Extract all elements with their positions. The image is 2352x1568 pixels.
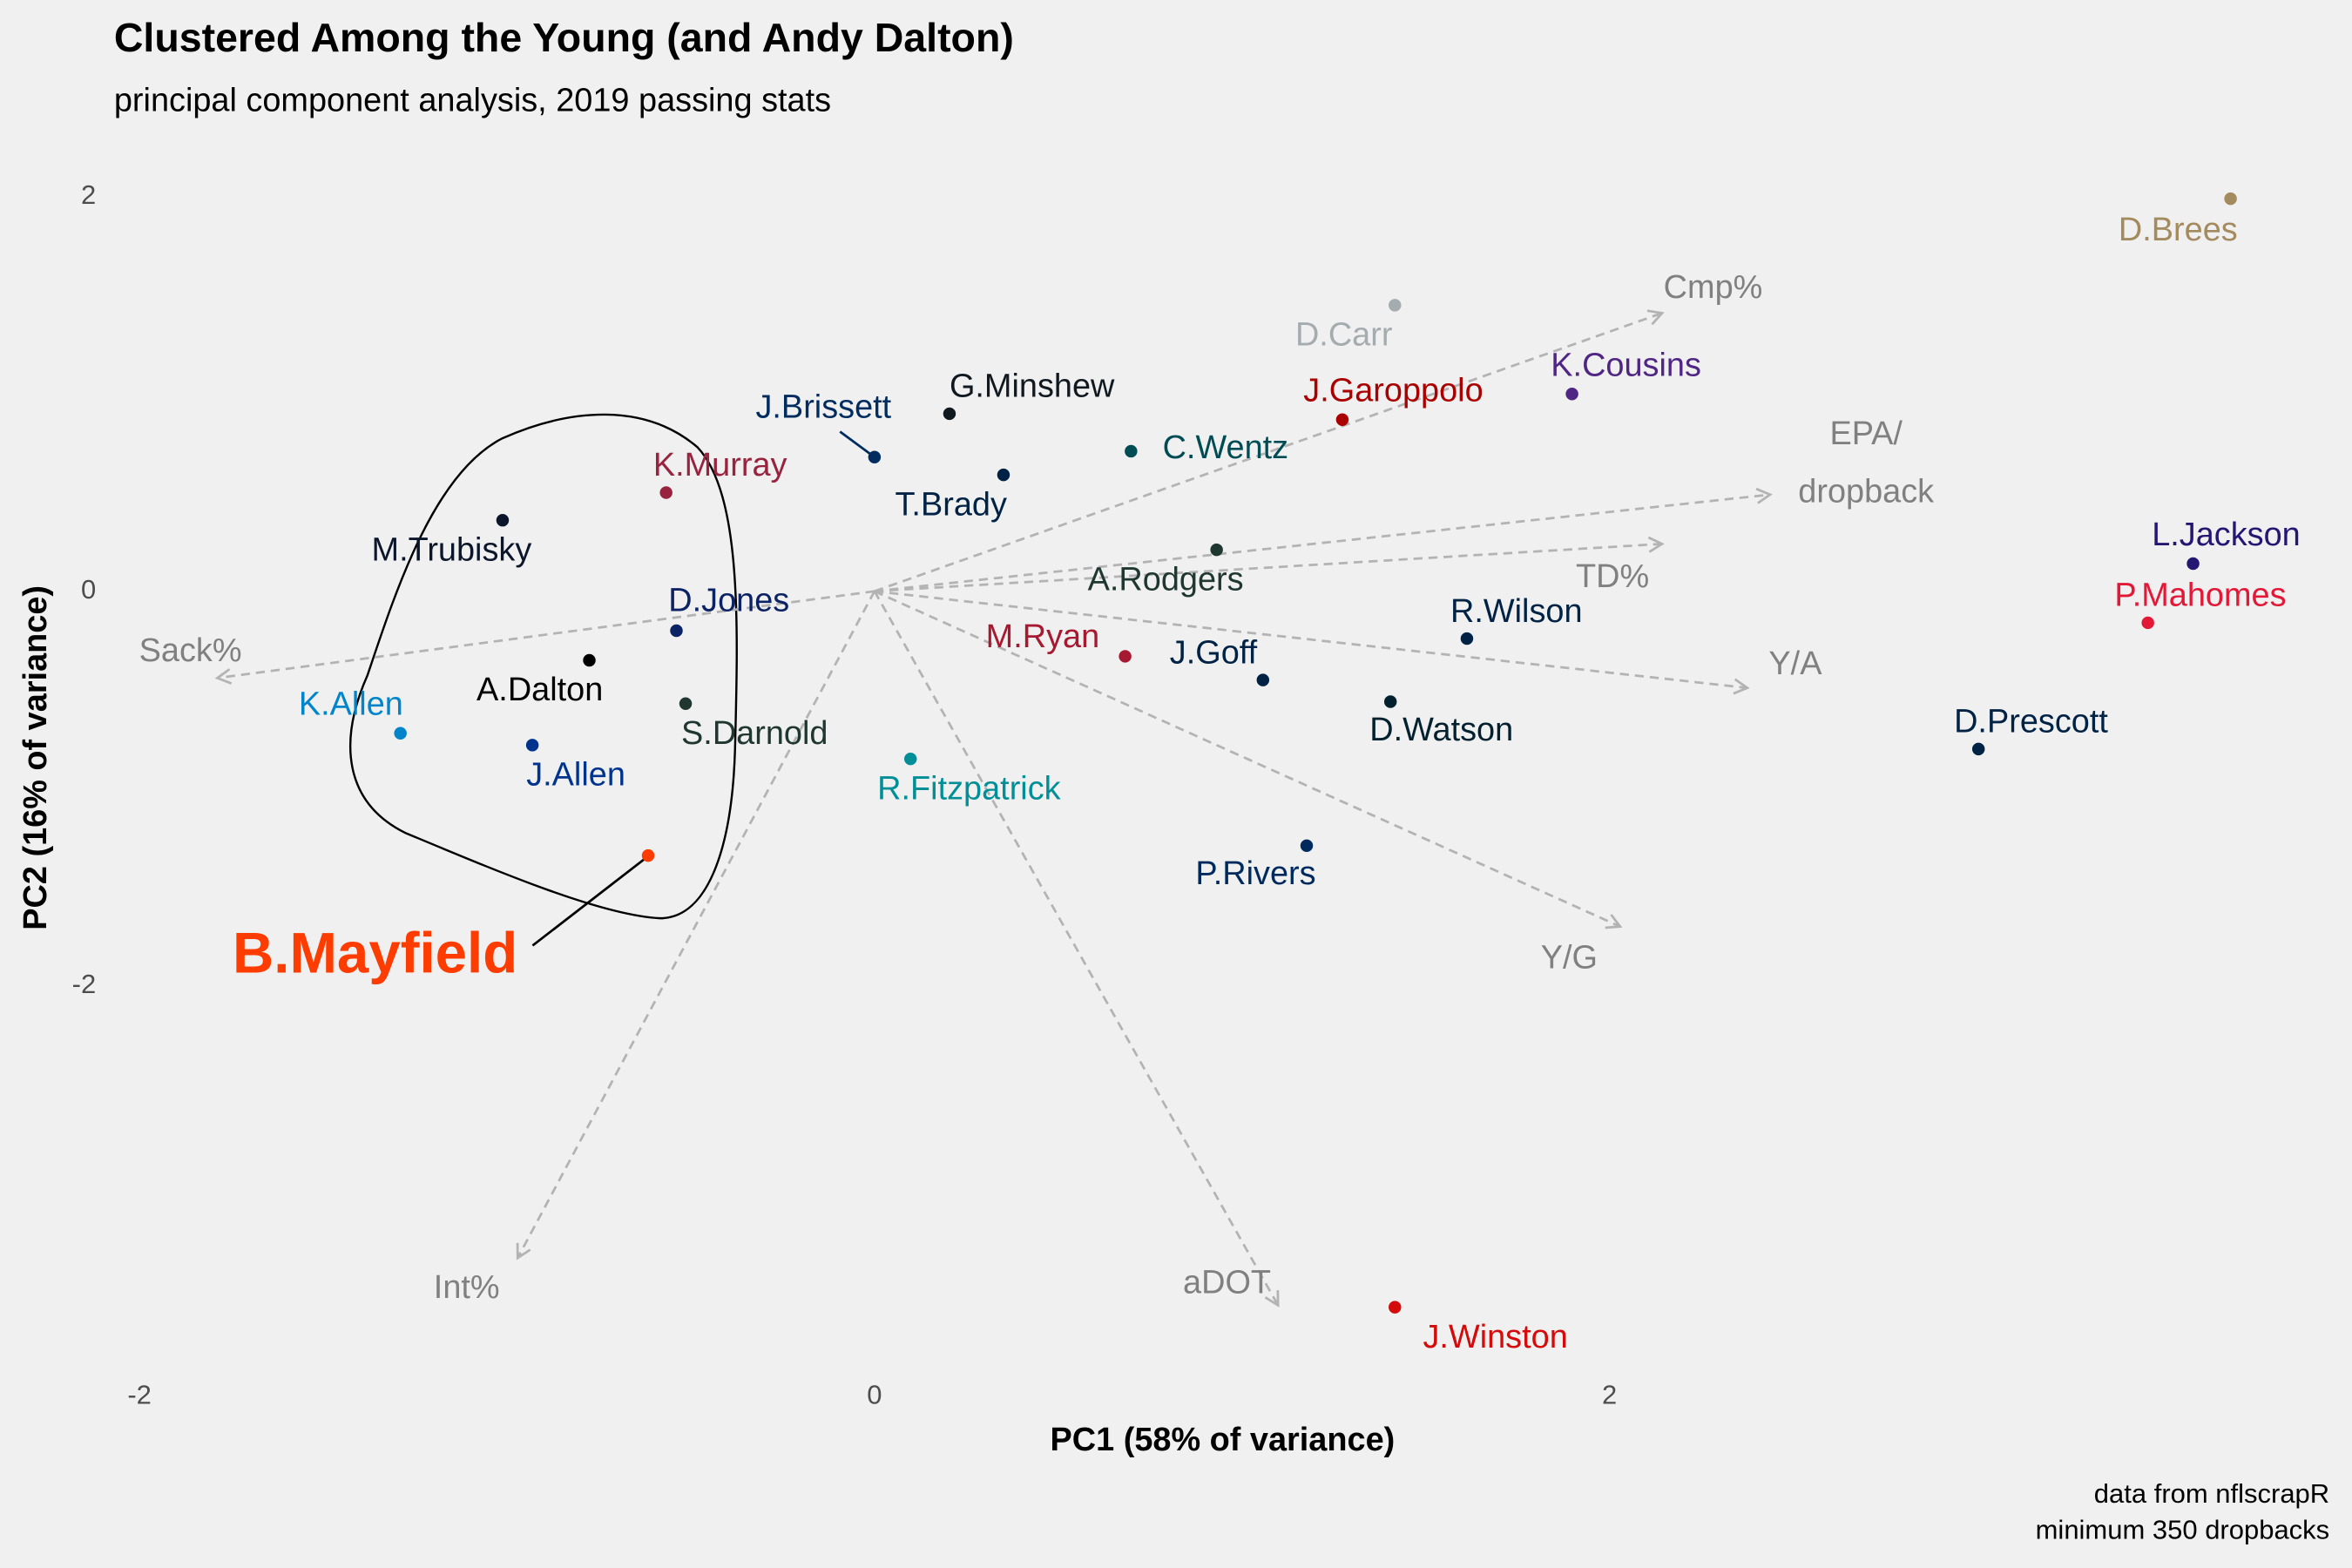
loading-label: Y/A: [1768, 645, 1822, 682]
loading-label: Sack%: [139, 632, 242, 669]
point-label: J.Winston: [1423, 1319, 1567, 1355]
chart-title: Clustered Among the Young (and Andy Dalt…: [114, 15, 1014, 60]
point-label: A.Dalton: [476, 672, 603, 708]
loading-arrow: [517, 591, 876, 1259]
loading-arrow: [874, 493, 1771, 593]
loading-label: TD%: [1576, 558, 1649, 595]
point: [1119, 650, 1132, 663]
point-label: P.Rivers: [1195, 855, 1315, 892]
point: [1125, 444, 1138, 458]
point-label: J.Goff: [1170, 634, 1258, 671]
y-tick-label: 2: [81, 179, 96, 210]
point-label: M.Ryan: [986, 618, 1100, 655]
point: [904, 752, 917, 766]
y-tick-label: 0: [81, 574, 96, 605]
point-label: M.Trubisky: [372, 531, 532, 568]
point-label: J.Allen: [526, 756, 625, 793]
arrow-head: [1264, 1290, 1280, 1308]
cluster-outline: [348, 413, 738, 920]
caption: minimum 350 dropbacks: [2036, 1515, 2330, 1545]
point: [2224, 192, 2237, 206]
loading-arrow: [873, 591, 1280, 1307]
point: [659, 486, 672, 499]
point-label: D.Carr: [1295, 317, 1393, 354]
point: [1389, 299, 1402, 312]
y-axis-label: PC2 (16% of variance): [17, 585, 54, 930]
loading-label: aDOT: [1183, 1264, 1271, 1301]
point: [525, 739, 539, 752]
point-label: G.Minshew: [950, 368, 1115, 405]
point: [1971, 742, 1985, 756]
loading-arrow: [874, 590, 1747, 690]
point: [1210, 543, 1223, 557]
loading-arrow: [874, 312, 1663, 593]
point: [1300, 839, 1314, 853]
chart-subtitle: principal component analysis, 2019 passi…: [114, 82, 831, 118]
point-label: R.Wilson: [1450, 593, 1583, 630]
point: [1335, 413, 1349, 426]
arrow-head: [214, 668, 233, 685]
point: [1383, 695, 1397, 708]
point-label: R.Fitzpatrick: [877, 770, 1061, 807]
point: [2141, 616, 2154, 630]
point-label: D.Prescott: [1954, 704, 2108, 740]
point-label: K.Murray: [653, 447, 787, 483]
point-label: D.Brees: [2119, 212, 2238, 248]
point: [496, 513, 510, 527]
y-tick-label: -2: [72, 969, 97, 999]
point: [583, 653, 596, 667]
x-axis-label: PC1 (58% of variance): [1051, 1422, 1396, 1458]
point: [394, 727, 407, 740]
point-label: J.Garoppolo: [1303, 373, 1483, 409]
arrow-head: [516, 1242, 531, 1260]
point: [2186, 557, 2200, 571]
loading-arrow: [874, 590, 1621, 928]
point-label: D.Jones: [668, 582, 789, 618]
loading-arrow: [874, 542, 1663, 593]
point: [641, 848, 655, 862]
point-label: P.Mahomes: [2114, 578, 2286, 614]
x-tick-label: 2: [1602, 1380, 1617, 1410]
point: [943, 407, 956, 421]
point-label: B.Mayfield: [233, 922, 517, 985]
point: [868, 450, 882, 463]
arrow-head: [1733, 678, 1750, 695]
arrow-head: [1647, 536, 1665, 553]
point-label: L.Jackson: [2152, 517, 2301, 553]
point-label: D.Watson: [1369, 712, 1513, 748]
loading-label: Cmp%: [1664, 269, 1763, 306]
x-tick-label: 0: [867, 1380, 882, 1410]
caption: data from nflscrapR: [2094, 1478, 2329, 1509]
point-label: A.Rodgers: [1088, 561, 1244, 598]
point: [1565, 388, 1578, 401]
point-label: K.Allen: [299, 686, 403, 723]
point: [1256, 673, 1270, 686]
leader-line: [531, 857, 646, 947]
arrow-head: [1646, 309, 1665, 326]
point: [679, 697, 693, 711]
loading-label: Y/G: [1541, 940, 1598, 977]
point: [997, 468, 1010, 482]
point: [1389, 1301, 1402, 1314]
point-label: S.Darnold: [681, 715, 828, 752]
point: [1460, 632, 1474, 645]
point-label: J.Brissett: [755, 389, 891, 426]
loading-label: Int%: [434, 1269, 500, 1306]
point-label: T.Brady: [895, 486, 1006, 523]
arrow-head: [1755, 487, 1773, 504]
x-tick-label: -2: [127, 1380, 152, 1410]
point-label: C.Wentz: [1163, 429, 1289, 466]
point-label: K.Cousins: [1551, 347, 1701, 383]
point: [670, 624, 683, 638]
loading-label: EPA/dropback: [1798, 416, 1934, 510]
loading-arrow: [217, 590, 875, 679]
arrow-head: [1605, 914, 1623, 929]
leader-line: [839, 430, 875, 458]
